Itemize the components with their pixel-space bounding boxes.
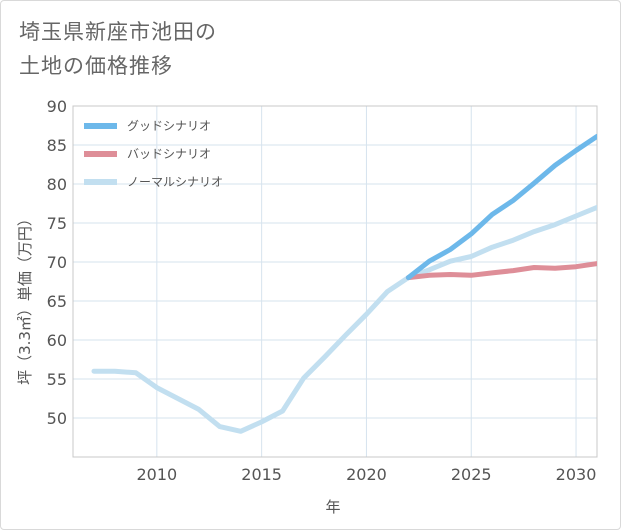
x-tick-label: 2030	[556, 465, 597, 484]
y-tick-label: 70	[47, 253, 67, 272]
y-tick-label: 65	[47, 292, 67, 311]
y-tick-label: 90	[47, 97, 67, 116]
legend-label: グッドシナリオ	[127, 119, 211, 133]
series-line-1	[405, 261, 597, 281]
x-tick-label: 2020	[346, 465, 387, 484]
legend-label: ノーマルシナリオ	[127, 175, 223, 189]
y-tick-label: 55	[47, 370, 67, 389]
x-axis-label: 年	[325, 498, 340, 516]
y-tick-label: 50	[47, 409, 67, 428]
x-tick-label: 2010	[136, 465, 177, 484]
tick-labels: 50 55 60 65 70 75 80 85 90 2010 2015 2020 2025 2030	[47, 97, 597, 484]
x-tick-label: 2025	[451, 465, 492, 484]
legend-label: バッドシナリオ	[127, 147, 211, 161]
y-tick-label: 60	[47, 331, 67, 350]
grid-lines	[73, 105, 597, 457]
x-tick-label: 2015	[241, 465, 282, 484]
title-line-2: 土地の価格推移	[19, 54, 173, 78]
y-tick-label: 75	[47, 214, 67, 233]
series-line-2	[91, 204, 597, 434]
plot-area	[72, 105, 598, 458]
series-line-0	[405, 133, 597, 281]
title-line-1: 埼玉県新座市池田の	[19, 20, 217, 44]
y-tick-label: 80	[47, 175, 67, 194]
chart-title: 埼玉県新座市池田の 土地の価格推移	[19, 15, 339, 83]
series-layer	[91, 133, 597, 434]
y-tick-label: 85	[47, 136, 67, 155]
y-axis-label: 坪（3.3㎡）単価（万円）	[16, 211, 34, 385]
